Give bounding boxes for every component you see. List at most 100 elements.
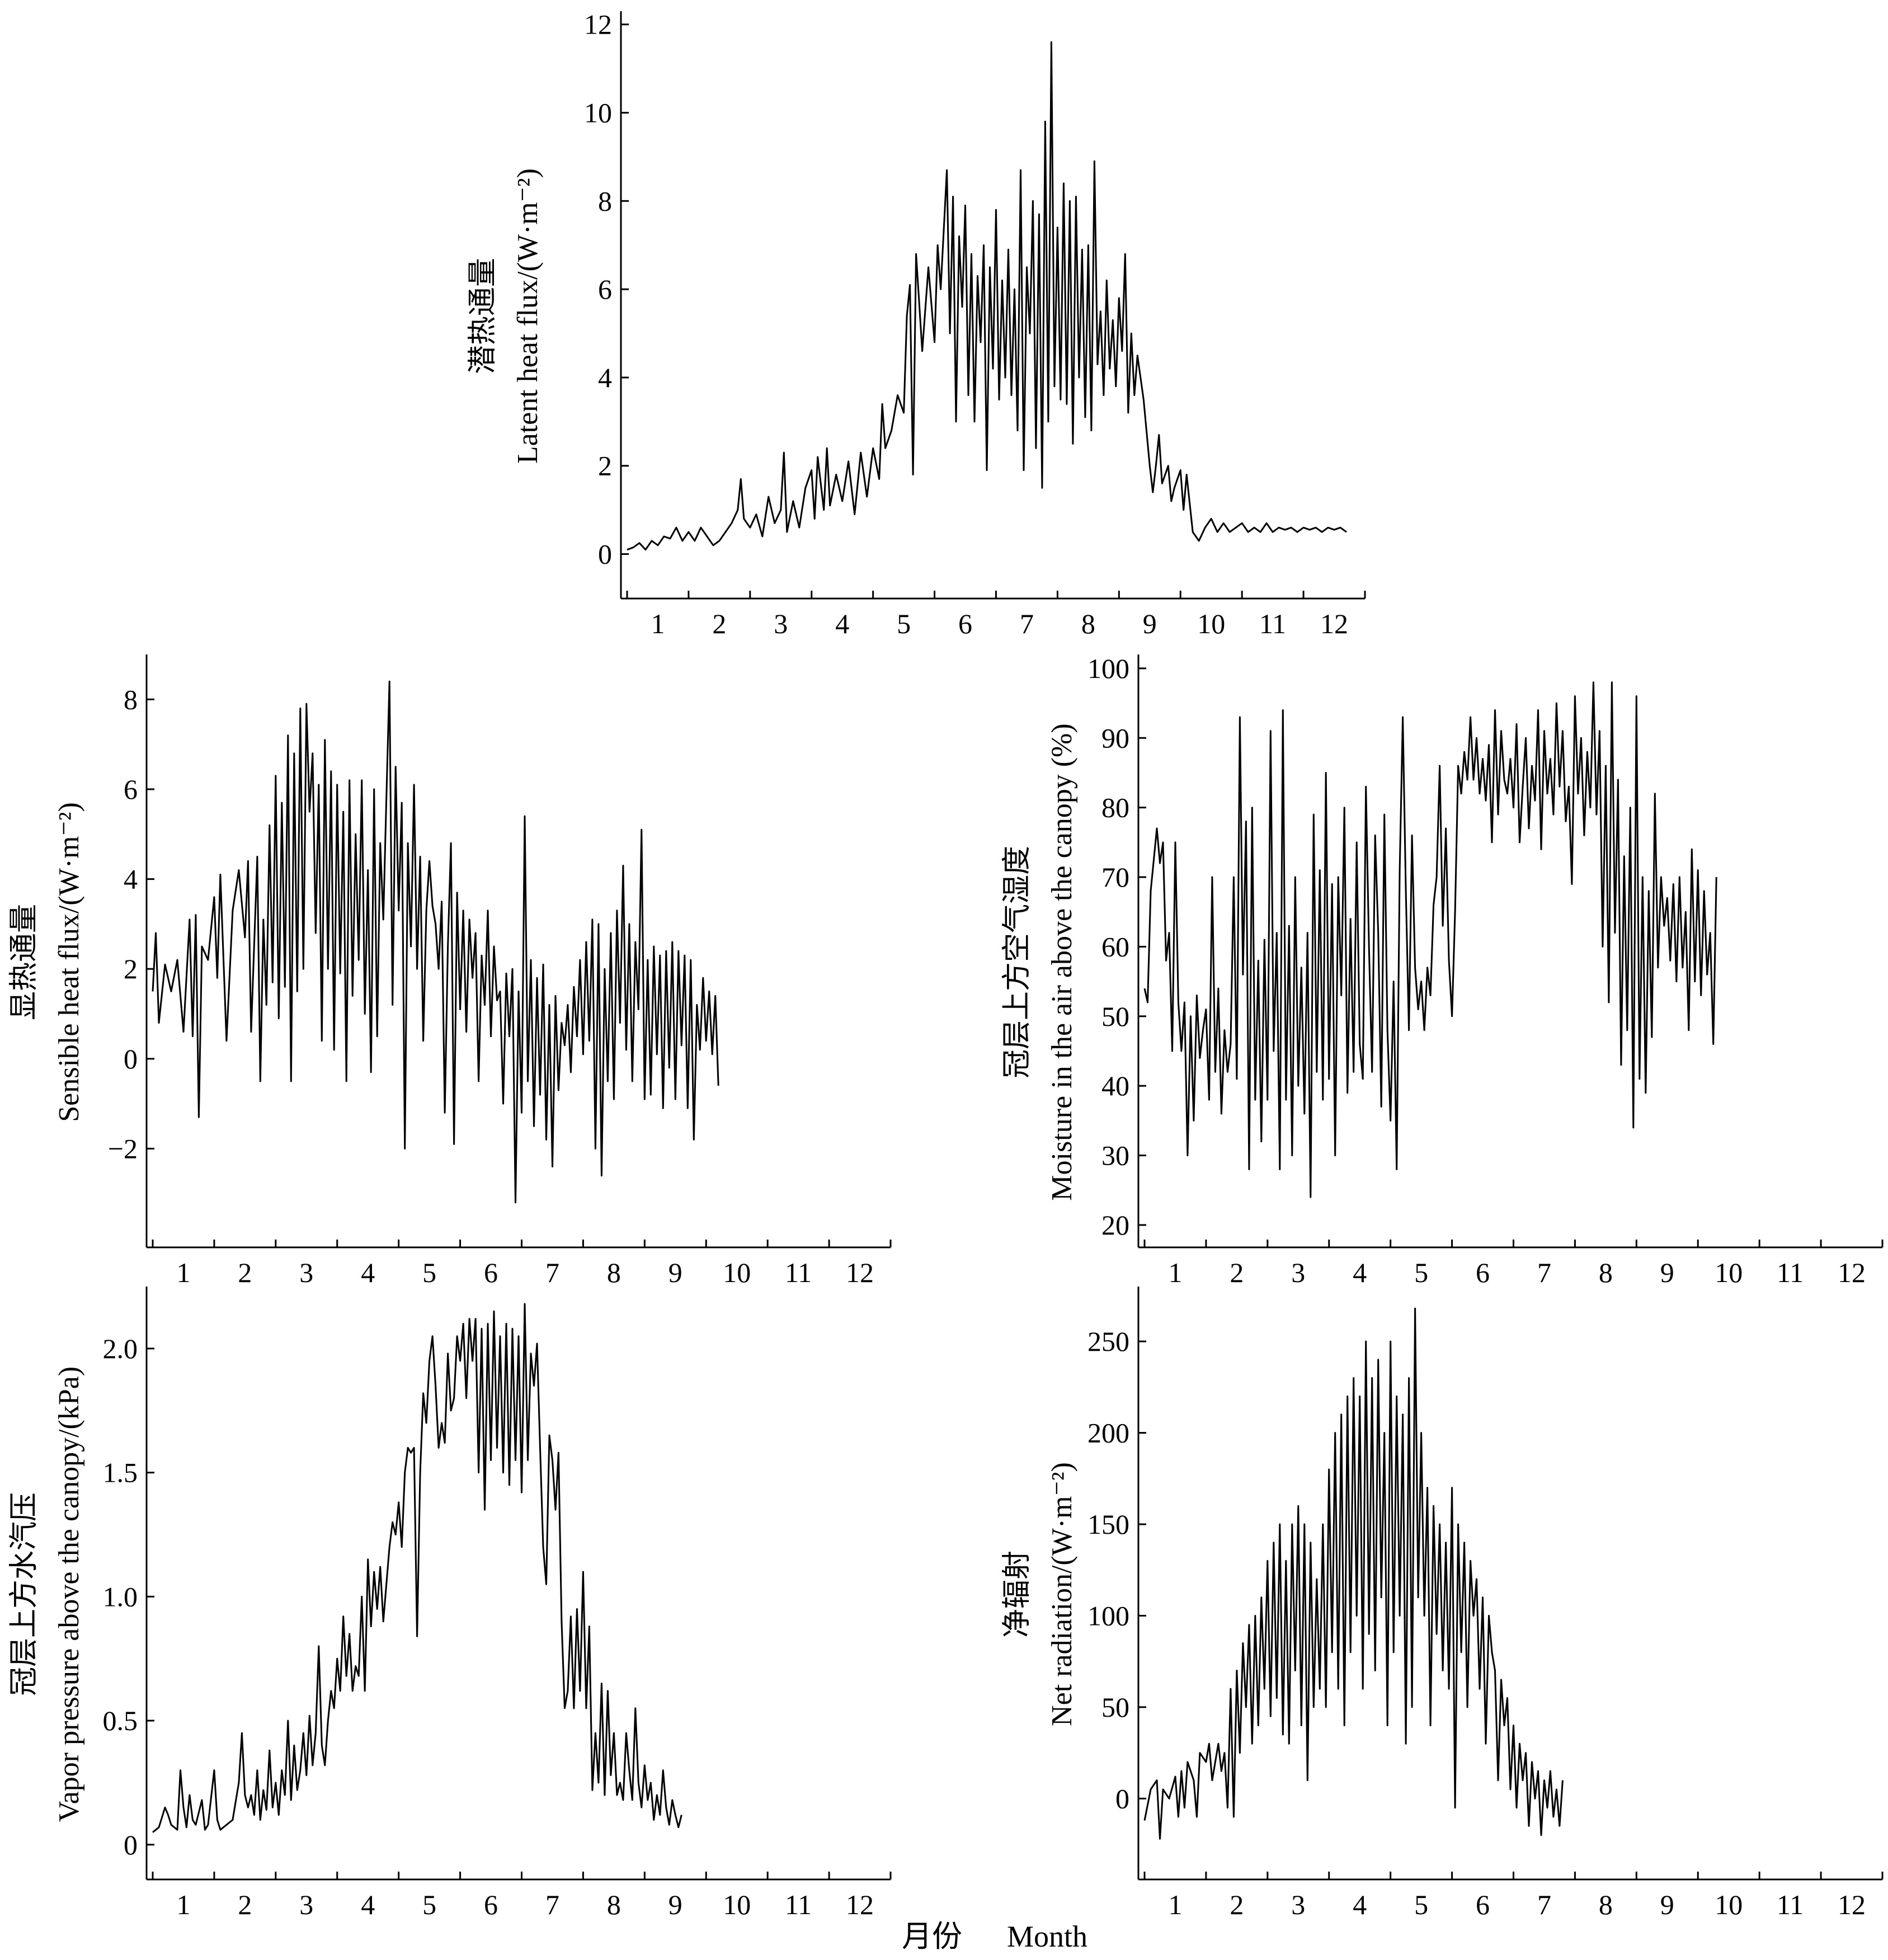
y-tick-label: 150 (1087, 1509, 1129, 1540)
x-tick-label: 7 (545, 1257, 559, 1288)
y-tick-label: 50 (1101, 1001, 1129, 1032)
x-tick-label: 9 (1143, 608, 1157, 639)
x-tick-label: 10 (723, 1257, 751, 1288)
x-tick-label: 7 (1020, 608, 1034, 639)
x-tick-label: 1 (1168, 1257, 1182, 1288)
x-tick-label: 8 (607, 1257, 621, 1288)
y-tick-label: 50 (1101, 1692, 1129, 1723)
y-tick-label: 10 (584, 97, 612, 128)
y-tick-label: 100 (1087, 653, 1129, 684)
y-tick-label: −2 (108, 1133, 138, 1164)
series-line (1143, 681, 1717, 1198)
y-tick-label: 6 (124, 774, 138, 805)
x-tick-label: 8 (1599, 1889, 1613, 1920)
y-tick-label: 0.5 (103, 1705, 138, 1736)
y-tick-label: 2.0 (103, 1333, 138, 1364)
series-line (627, 41, 1347, 551)
y-tick-label: 2 (598, 450, 612, 482)
x-tick-label: 9 (1660, 1257, 1674, 1288)
ylabel-en: Sensible heat flux/(W·m⁻²) (53, 802, 85, 1122)
x-tick-label: 3 (774, 608, 788, 639)
x-tick-label: 11 (1259, 608, 1286, 639)
x-tick-label: 12 (846, 1889, 874, 1920)
x-tick-label: 3 (1291, 1889, 1305, 1920)
x-tick-label: 2 (712, 608, 726, 639)
x-tick-label: 7 (1537, 1889, 1551, 1920)
x-tick-label: 6 (958, 608, 972, 639)
x-tick-label: 2 (238, 1257, 252, 1288)
x-tick-label: 10 (1715, 1889, 1743, 1920)
x-tick-label: 3 (299, 1257, 313, 1288)
x-tick-label: 9 (1660, 1889, 1674, 1920)
x-tick-label: 1 (176, 1889, 190, 1920)
x-tick-label: 3 (1291, 1257, 1305, 1288)
ylabel-en: Vapor pressure above the canopy/(kPa) (53, 1367, 85, 1822)
y-tick-label: 0 (598, 539, 612, 570)
y-tick-label: 60 (1101, 931, 1129, 962)
y-tick-label: 0 (124, 1829, 138, 1860)
y-tick-label: 8 (124, 684, 138, 715)
x-tick-label: 4 (1353, 1889, 1367, 1920)
x-tick-label: 5 (1414, 1257, 1428, 1288)
x-tick-label: 11 (1777, 1257, 1804, 1288)
x-tick-label: 8 (1081, 608, 1095, 639)
x-tick-label: 10 (723, 1889, 751, 1920)
y-tick-label: 0 (1115, 1783, 1129, 1814)
x-tick-label: 8 (1599, 1257, 1613, 1288)
x-tick-label: 9 (668, 1889, 682, 1920)
x-tick-label: 7 (1537, 1257, 1551, 1288)
x-tick-label: 2 (238, 1889, 252, 1920)
x-tick-label: 1 (651, 608, 665, 639)
xlabel-cn: 月份 (902, 1920, 962, 1953)
ylabel-en: Latent heat flux/(W·m⁻²) (512, 168, 544, 464)
x-tick-label: 4 (1353, 1257, 1367, 1288)
x-tick-label: 6 (1476, 1257, 1490, 1288)
x-tick-label: 5 (1414, 1889, 1428, 1920)
y-tick-label: 12 (584, 9, 612, 40)
y-tick-label: 200 (1087, 1417, 1129, 1449)
y-tick-label: 250 (1087, 1326, 1129, 1357)
x-tick-label: 12 (1838, 1257, 1866, 1288)
x-tick-label: 12 (846, 1257, 874, 1288)
y-tick-label: 80 (1101, 792, 1129, 823)
x-tick-label: 7 (545, 1889, 559, 1920)
y-tick-label: 1.0 (103, 1581, 138, 1612)
x-tick-label: 10 (1197, 608, 1225, 639)
x-tick-label: 11 (1777, 1889, 1804, 1920)
x-tick-label: 4 (361, 1889, 375, 1920)
series-line (152, 1303, 682, 1833)
ylabel-en: Net radiation/(W·m⁻²) (1046, 1462, 1078, 1726)
x-tick-label: 10 (1715, 1257, 1743, 1288)
x-tick-label: 11 (785, 1257, 812, 1288)
y-tick-label: 1.5 (103, 1457, 138, 1488)
series-line (152, 680, 719, 1204)
x-tick-label: 4 (361, 1257, 375, 1288)
y-tick-label: 30 (1101, 1140, 1129, 1171)
x-tick-label: 4 (835, 608, 849, 639)
ylabel-cn: 冠层上方空气湿度 (1001, 846, 1033, 1078)
x-tick-label: 1 (176, 1257, 190, 1288)
y-tick-label: 6 (598, 274, 612, 305)
x-tick-label: 11 (785, 1889, 812, 1920)
ylabel-cn: 净辐射 (1001, 1551, 1033, 1638)
y-tick-label: 0 (124, 1043, 138, 1075)
y-tick-label: 4 (124, 864, 138, 895)
x-tick-label: 12 (1320, 608, 1348, 639)
y-tick-label: 40 (1101, 1070, 1129, 1101)
y-tick-label: 100 (1087, 1600, 1129, 1631)
x-tick-label: 5 (422, 1889, 436, 1920)
x-tick-label: 2 (1230, 1889, 1244, 1920)
x-tick-label: 5 (897, 608, 911, 639)
x-tick-label: 6 (1476, 1889, 1490, 1920)
x-tick-label: 12 (1838, 1889, 1866, 1920)
x-tick-label: 9 (668, 1257, 682, 1288)
ylabel-cn: 潜热通量 (467, 258, 499, 374)
y-tick-label: 4 (598, 362, 612, 393)
x-tick-label: 6 (484, 1889, 498, 1920)
